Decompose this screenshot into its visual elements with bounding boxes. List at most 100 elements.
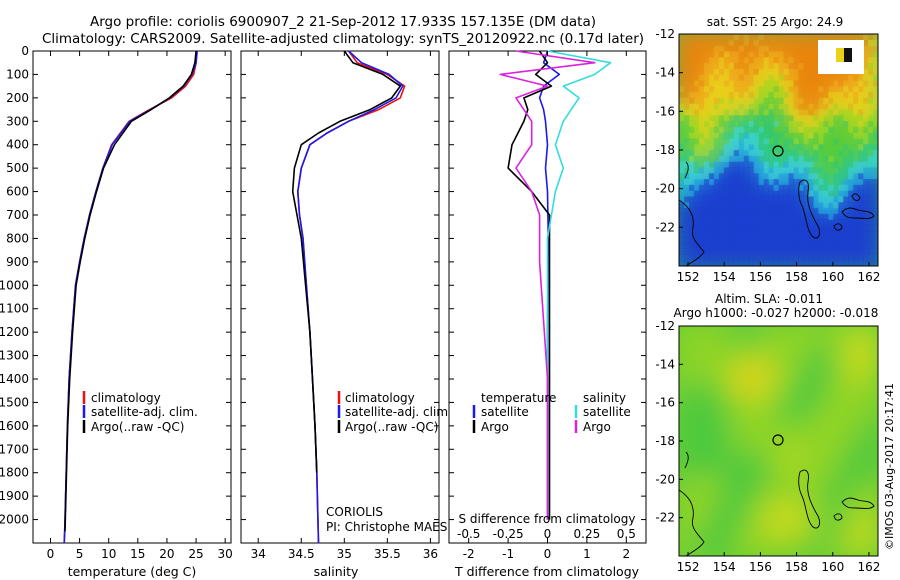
salinity-legend: climatology satellite-adj. clim. Argo(..…: [337, 391, 452, 434]
legend-climatology: climatology: [91, 391, 161, 405]
x-tick-label: -1: [502, 547, 514, 561]
salinity-argo-line: [499, 50, 596, 520]
longitude-tick-label: 156: [749, 270, 772, 284]
institution-annotation: CORIOLIS: [326, 505, 383, 519]
latitude-tick-label: -12: [655, 27, 675, 41]
x-tick-label: 35.5: [374, 547, 401, 561]
depth-tick-label: 1800: [0, 466, 29, 480]
depth-tick-label: 200: [6, 91, 29, 105]
t-difference-xlabel: T difference from climatology: [454, 564, 640, 579]
legend-temp-satellite: satellite: [481, 405, 529, 419]
s-difference-tick-label: 0: [544, 527, 552, 541]
longitude-tick-label: 162: [858, 270, 881, 284]
depth-tick-label: 0: [21, 44, 29, 58]
latitude-tick-label: -14: [655, 66, 675, 80]
longitude-tick-label: 158: [785, 560, 808, 574]
s-difference-tick-label: -0.25: [493, 527, 524, 541]
legend-climatology-sal: climatology: [345, 391, 415, 405]
latitude-tick-label: -22: [655, 511, 675, 525]
legend-temp-argo: Argo: [481, 420, 509, 434]
sla-map-subtitle: Argo h1000: -0.027 h2000: -0.018: [674, 306, 879, 320]
temperature-xlabel: temperature (deg C): [68, 564, 197, 579]
x-tick-label: 0: [47, 547, 55, 561]
depth-tick-label: 1600: [0, 419, 29, 433]
legend-satellite-adj-sal: satellite-adj. clim.: [345, 405, 452, 419]
bathymetry-contours: [679, 161, 875, 266]
figure-title-line-1: Argo profile: coriolis 6900907_2 21-Sep-…: [90, 14, 596, 30]
legend-title-temperature: temperature: [481, 391, 556, 405]
depth-tick-label: 800: [6, 231, 29, 245]
depth-tick-label: 1200: [0, 325, 29, 339]
s-difference-tick-label: -0.5: [457, 527, 480, 541]
x-tick-label: 30: [218, 547, 233, 561]
s-difference-label: S difference from climatology: [459, 512, 636, 526]
x-tick-label: 20: [159, 547, 174, 561]
difference-legend: temperature salinity satellite Argo sate…: [472, 391, 631, 434]
figure-title-line-2: Climatology: CARS2009. Satellite-adjuste…: [42, 31, 644, 47]
longitude-tick-label: 158: [785, 270, 808, 284]
legend-title-salinity: salinity: [583, 391, 626, 405]
x-tick-label: 36: [423, 547, 438, 561]
depth-tick-label: 1900: [0, 489, 29, 503]
latitude-tick-label: -18: [655, 434, 675, 448]
legend-argo: Argo(..raw -QC): [91, 420, 184, 434]
longitude-tick-label: 156: [749, 560, 772, 574]
longitude-tick-label: 162: [858, 560, 881, 574]
sla-map-title: Altim. SLA: -0.011: [715, 292, 823, 306]
depth-tick-label: 500: [6, 161, 29, 175]
sla-map: Altim. SLA: -0.011 Argo h1000: -0.027 h2…: [655, 292, 880, 574]
salinity-profile-chart: 34 34.5 35 35.5 36 salinity climatology sate…: [240, 50, 452, 579]
temperature-argo-line: [507, 50, 553, 520]
temperature-profile-chart: 0 5 10 15 20 25 30 0 100 200 300 400 500 600 700 800 90…: [0, 44, 233, 579]
legend-argo-sal: Argo(..raw -QC): [345, 420, 438, 434]
latitude-tick-label: -14: [655, 357, 675, 371]
x-tick-label: -2: [463, 547, 475, 561]
depth-tick-label: 1500: [0, 395, 29, 409]
x-tick-label: 34.5: [288, 547, 315, 561]
longitude-tick-label: 154: [713, 560, 736, 574]
depth-tick-label: 1700: [0, 442, 29, 456]
latitude-tick-label: -22: [655, 220, 675, 234]
longitude-tick-label: 160: [821, 270, 844, 284]
depth-tick-label: 300: [6, 114, 29, 128]
argo-raw-qc-line: [291, 50, 402, 473]
depth-tick-label: 1100: [0, 302, 29, 316]
depth-tick-label: 2000: [0, 513, 29, 527]
x-tick-label: 15: [130, 547, 145, 561]
legend-sal-satellite: satellite: [583, 405, 631, 419]
longitude-tick-label: 160: [821, 560, 844, 574]
s-difference-tick-label: 0.25: [574, 527, 601, 541]
latitude-tick-label: -18: [655, 143, 675, 157]
x-tick-label: 25: [188, 547, 203, 561]
land-mask-hot-pixel: [836, 48, 846, 62]
x-tick-label: 2: [622, 547, 630, 561]
depth-tick-label: 700: [6, 208, 29, 222]
depth-tick-label: 1300: [0, 349, 29, 363]
depth-tick-label: 600: [6, 185, 29, 199]
depth-tick-label: 1000: [0, 278, 29, 292]
argo-location-marker-sla: [772, 434, 784, 446]
bathymetry-contours-sla: [679, 451, 875, 556]
s-difference-tick-label: 0.5: [617, 527, 636, 541]
difference-profile-chart: -2 -1 0 1 2 S difference from climatology -0…: [448, 50, 647, 579]
x-tick-label: 1: [583, 547, 591, 561]
latitude-tick-label: -20: [655, 182, 675, 196]
depth-tick-label: 400: [6, 138, 29, 152]
salinity-xlabel: salinity: [314, 564, 359, 579]
x-tick-label: 35: [337, 547, 352, 561]
pi-annotation: PI: Christophe MAES: [326, 520, 447, 534]
salinity-satellite-line: [546, 50, 612, 520]
x-tick-label: 0: [544, 547, 552, 561]
longitude-tick-label: 152: [677, 560, 700, 574]
longitude-tick-label: 152: [677, 270, 700, 284]
temperature-legend: climatology satellite-adj. clim. Argo(..…: [82, 391, 198, 434]
latitude-tick-label: -16: [655, 396, 675, 410]
argo-location-marker: [772, 145, 784, 157]
x-tick-label: 10: [101, 547, 116, 561]
x-tick-label: 34: [251, 547, 266, 561]
depth-tick-label: 100: [6, 67, 29, 81]
sst-map: sat. SST: 25 Argo: 24.9 152 154 156 158 160 1: [655, 15, 880, 284]
latitude-tick-label: -20: [655, 472, 675, 486]
legend-satellite-adj: satellite-adj. clim.: [91, 405, 198, 419]
